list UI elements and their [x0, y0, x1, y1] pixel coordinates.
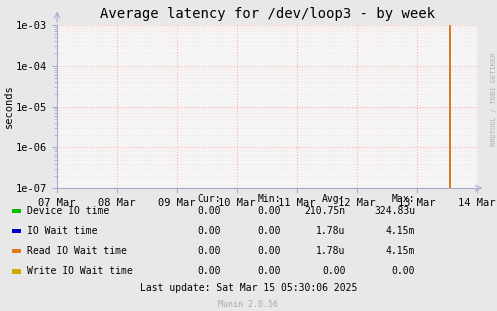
- Text: 324.83u: 324.83u: [374, 206, 415, 216]
- Text: Last update: Sat Mar 15 05:30:06 2025: Last update: Sat Mar 15 05:30:06 2025: [140, 283, 357, 293]
- Text: Max:: Max:: [392, 194, 415, 204]
- Text: Cur:: Cur:: [198, 194, 221, 204]
- Text: 210.75n: 210.75n: [304, 206, 345, 216]
- Text: 0.00: 0.00: [198, 226, 221, 236]
- Text: 1.78u: 1.78u: [316, 226, 345, 236]
- Text: 0.00: 0.00: [198, 246, 221, 256]
- Text: Min:: Min:: [257, 194, 281, 204]
- Text: 4.15m: 4.15m: [386, 226, 415, 236]
- Text: 1.78u: 1.78u: [316, 246, 345, 256]
- Text: 0.00: 0.00: [257, 226, 281, 236]
- Text: 0.00: 0.00: [257, 246, 281, 256]
- Title: Average latency for /dev/loop3 - by week: Average latency for /dev/loop3 - by week: [99, 7, 435, 21]
- Text: Device IO time: Device IO time: [27, 206, 109, 216]
- Text: Write IO Wait time: Write IO Wait time: [27, 266, 133, 276]
- Text: Avg:: Avg:: [322, 194, 345, 204]
- Text: IO Wait time: IO Wait time: [27, 226, 98, 236]
- Text: 0.00: 0.00: [198, 266, 221, 276]
- Text: 0.00: 0.00: [392, 266, 415, 276]
- Text: 0.00: 0.00: [257, 206, 281, 216]
- Text: 0.00: 0.00: [198, 206, 221, 216]
- Y-axis label: seconds: seconds: [3, 85, 13, 128]
- Text: 0.00: 0.00: [257, 266, 281, 276]
- Text: 0.00: 0.00: [322, 266, 345, 276]
- Text: RRDTOOL / TOBI OETIKER: RRDTOOL / TOBI OETIKER: [491, 53, 497, 146]
- Text: Munin 2.0.56: Munin 2.0.56: [219, 299, 278, 309]
- Text: Read IO Wait time: Read IO Wait time: [27, 246, 127, 256]
- Text: 4.15m: 4.15m: [386, 246, 415, 256]
